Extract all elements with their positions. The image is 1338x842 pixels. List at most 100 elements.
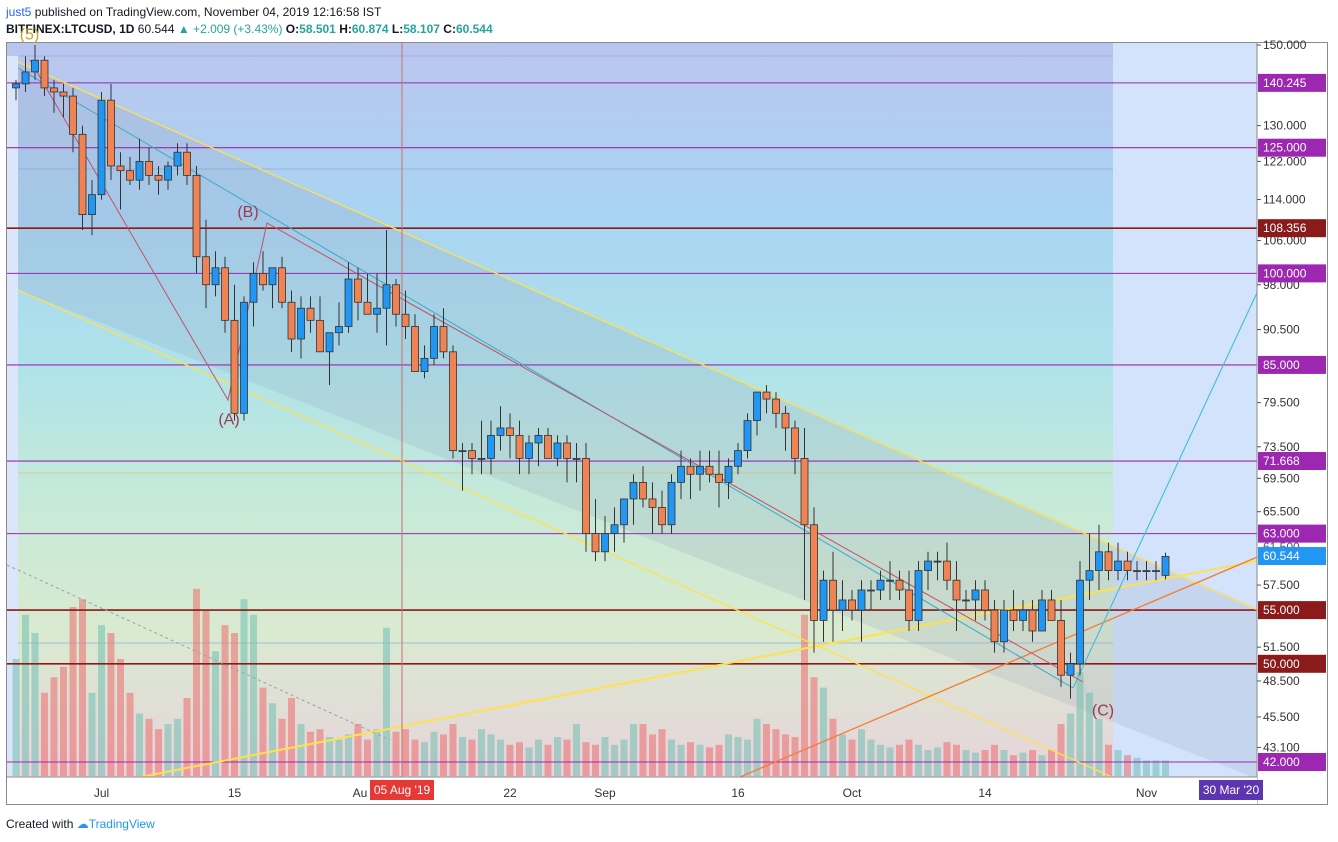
candle-body	[249, 272, 258, 303]
candle-body	[848, 599, 856, 611]
candle-body	[116, 165, 125, 172]
candle-body	[221, 267, 229, 321]
time-tick-label: Jul	[94, 786, 109, 800]
volume-bar	[326, 737, 333, 776]
candle-body	[933, 560, 942, 563]
candle-body	[1161, 556, 1170, 576]
volume-bar	[478, 729, 485, 776]
level-price-tag-label: 71.668	[1263, 454, 1300, 468]
volume-bar	[335, 739, 343, 776]
candle-body	[705, 465, 714, 475]
volume-bar	[573, 724, 580, 776]
level-price-tag	[1258, 601, 1326, 620]
author-link[interactable]: just5	[6, 5, 32, 19]
volume-bar	[829, 718, 837, 776]
volume-bar	[915, 744, 922, 776]
crosshair-date-tag	[370, 780, 434, 800]
volume-bar	[563, 739, 571, 776]
volume-bar	[69, 607, 77, 776]
candle-body	[667, 481, 676, 526]
candle-body	[411, 326, 419, 372]
volume-bar	[88, 692, 96, 776]
candle-body	[544, 435, 552, 459]
volume-bar	[772, 729, 780, 776]
level-price-tag	[1258, 219, 1326, 238]
volume-bar	[896, 744, 903, 776]
price-tick-label: 130.000	[1263, 119, 1307, 133]
price-tick-label: 79.500	[1263, 396, 1300, 410]
low-label: L:	[391, 22, 404, 36]
candle-body	[126, 170, 134, 181]
candle-body	[430, 326, 438, 359]
candle-body	[1076, 579, 1084, 665]
volume-bar	[212, 651, 219, 776]
last-price-tag	[1258, 547, 1326, 566]
tradingview-logo-icon[interactable]: ☁	[76, 817, 89, 831]
candle-body	[743, 420, 752, 452]
future-date-tag	[1199, 780, 1263, 800]
volume-bar	[174, 718, 181, 776]
candle-body	[857, 589, 866, 611]
candle-body	[753, 391, 761, 421]
candle-body	[791, 427, 799, 459]
candle-body	[97, 99, 106, 196]
price-tick-label: 73.500	[1263, 440, 1300, 454]
candle-body	[297, 307, 305, 340]
price-tick-label: 122.000	[1263, 154, 1307, 168]
candle-body	[487, 435, 495, 459]
volume-bar	[468, 739, 476, 776]
level-price-tag-label: 50.000	[1263, 657, 1300, 671]
volume-bar	[639, 724, 647, 776]
candle-body	[154, 174, 163, 181]
volume-bar	[297, 724, 305, 776]
footer: Created with ☁TradingView	[6, 817, 155, 831]
volume-bar	[497, 739, 504, 776]
level-price-tag	[1258, 355, 1326, 374]
level-price-tag-label: 108.356	[1263, 221, 1307, 235]
volume-bar	[202, 609, 210, 776]
level-price-tag-label: 100.000	[1263, 266, 1307, 280]
candle-body	[183, 151, 191, 176]
candle-body	[838, 599, 847, 611]
candle-body	[458, 450, 467, 453]
candle-body	[287, 301, 296, 340]
volume-bar	[544, 744, 552, 776]
candle-body	[1066, 663, 1075, 676]
candle-body	[686, 465, 695, 475]
volume-bar	[1038, 755, 1046, 776]
volume-bar	[1152, 760, 1160, 776]
volume-bar	[411, 739, 419, 776]
level-price-tag	[1258, 73, 1326, 92]
candle-body	[895, 579, 904, 591]
candle-body	[278, 267, 286, 303]
level-price-tag-label: 63.000	[1263, 527, 1300, 541]
volume-bar	[31, 633, 39, 776]
candle-body	[240, 301, 248, 414]
footer-brand[interactable]: TradingView	[88, 817, 155, 831]
candle-body	[1085, 570, 1094, 581]
price-tick-label: 114.000	[1263, 193, 1306, 207]
candle-body	[50, 87, 58, 93]
candle-body	[563, 442, 571, 459]
price-axis	[1257, 43, 1327, 777]
volume-bar	[383, 627, 390, 776]
volume-bar	[402, 729, 409, 776]
open-value: 58.501	[299, 22, 336, 36]
candle-body	[354, 278, 362, 303]
high-value: 60.874	[351, 22, 389, 36]
candle-body	[401, 313, 410, 327]
volume-bar	[136, 713, 143, 776]
time-tick-label: Sep	[594, 786, 616, 800]
candle-body	[173, 151, 182, 167]
candle-body	[724, 465, 733, 483]
price-tick-label: 57.500	[1263, 578, 1300, 592]
time-tick-label: Au	[353, 786, 368, 800]
candle-body	[582, 458, 590, 535]
volume-bar	[848, 739, 856, 776]
price-tick-label: 150.000	[1263, 38, 1307, 52]
candle-body	[772, 398, 780, 414]
volume-bar	[1019, 752, 1027, 776]
volume-bar	[1010, 755, 1017, 776]
volume-bar	[250, 614, 257, 776]
